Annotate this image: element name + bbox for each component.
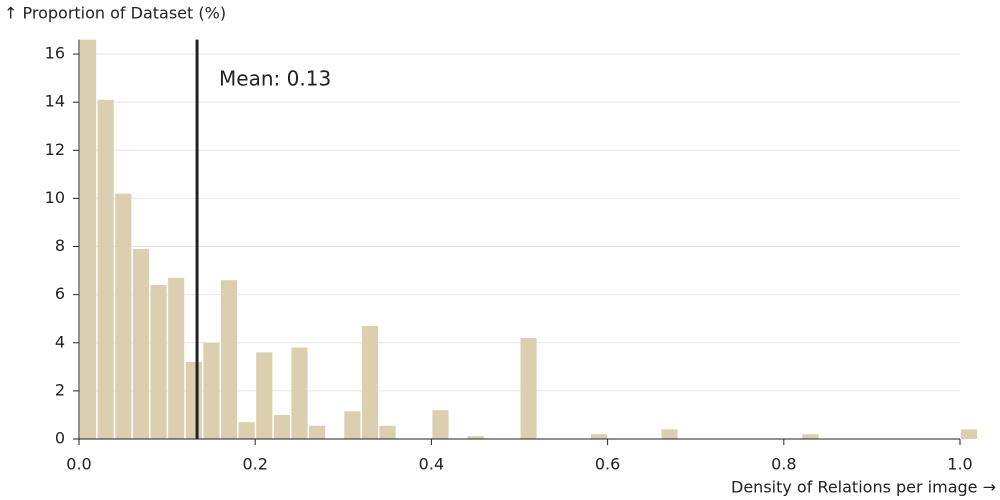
bar <box>379 425 396 439</box>
y-tick-label: 4 <box>55 332 65 351</box>
x-tick-label: 0.6 <box>595 455 620 474</box>
bar <box>961 429 978 439</box>
bar <box>185 362 202 439</box>
bar <box>150 285 167 439</box>
bar <box>432 410 449 439</box>
x-axis-label: Density of Relations per image → <box>731 478 996 497</box>
bar <box>256 352 273 439</box>
mean-label: Mean: 0.13 <box>219 67 331 91</box>
bar <box>661 429 678 439</box>
bar <box>520 337 537 439</box>
bar <box>238 422 255 439</box>
bar <box>361 325 379 439</box>
bar <box>220 280 238 439</box>
bar <box>467 436 484 439</box>
y-tick-label: 12 <box>45 140 65 159</box>
bar <box>132 248 149 439</box>
y-axis-label: ↑ Proportion of Dataset (%) <box>4 4 226 23</box>
bar <box>802 434 819 439</box>
x-tick-label: 1.0 <box>947 455 972 474</box>
y-tick-label: 10 <box>45 188 65 207</box>
bar <box>97 99 114 439</box>
y-tick-label: 8 <box>55 236 65 255</box>
bar <box>291 347 308 439</box>
bar <box>203 342 220 439</box>
bar <box>590 434 608 439</box>
bar <box>273 414 290 439</box>
bar <box>309 425 326 439</box>
bar <box>344 411 361 439</box>
y-tick-label: 0 <box>55 429 65 448</box>
bar <box>115 193 132 439</box>
y-tick-label: 6 <box>55 284 65 303</box>
y-tick-label: 14 <box>45 92 65 111</box>
x-tick-label: 0.0 <box>66 455 91 474</box>
bar <box>80 39 97 439</box>
y-tick-label: 16 <box>45 44 65 63</box>
x-tick-label: 0.4 <box>419 455 444 474</box>
bar <box>168 277 185 439</box>
x-tick-label: 0.8 <box>771 455 796 474</box>
y-tick-label: 2 <box>55 380 65 399</box>
x-tick-label: 0.2 <box>242 455 267 474</box>
